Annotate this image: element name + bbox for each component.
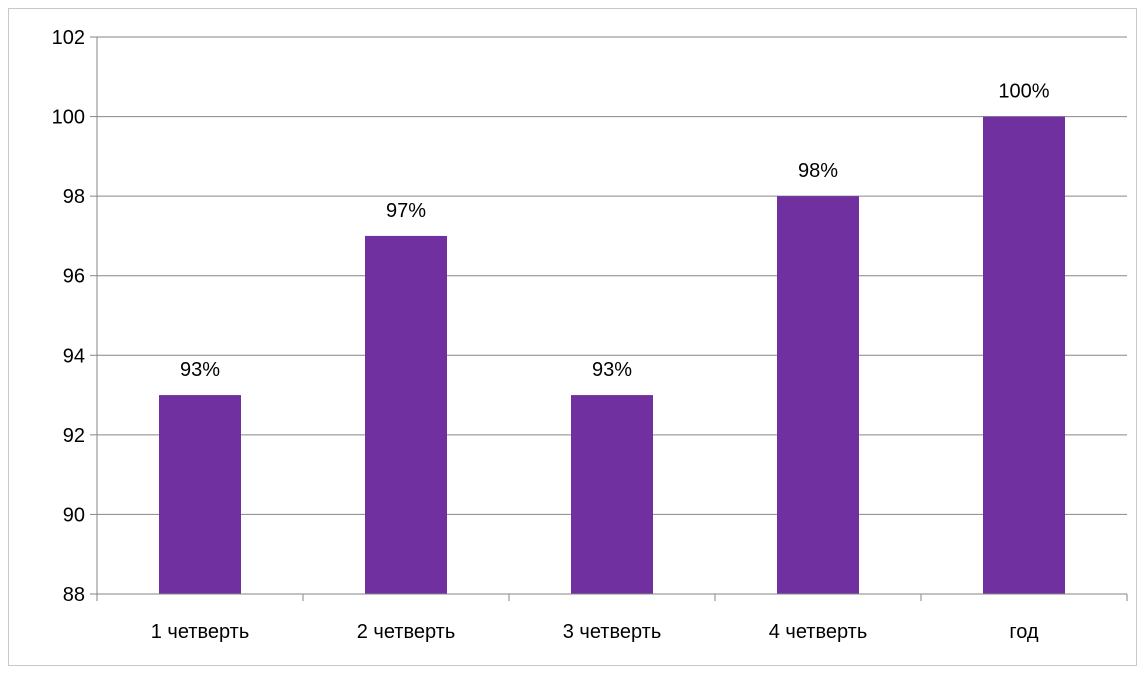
x-tick-label: 1 четверть [151, 621, 250, 643]
bar [571, 395, 653, 594]
data-label: 100% [998, 81, 1049, 103]
x-tick-label: 2 четверть [357, 621, 456, 643]
bar [777, 196, 859, 594]
y-tick-label: 98 [63, 186, 85, 208]
y-tick-label: 96 [63, 266, 85, 288]
bar [159, 395, 241, 594]
y-tick-label: 92 [63, 425, 85, 447]
y-tick-label: 102 [52, 27, 85, 49]
data-label: 97% [386, 200, 426, 222]
x-tick-labels: 1 четверть 2 четверть 3 четверть 4 четверть… [151, 621, 1039, 643]
bar [365, 235, 447, 594]
bar [983, 116, 1065, 595]
x-tick-label: 3 четверть [563, 621, 662, 643]
data-labels: 93% 97% 93% 98% 100% [180, 81, 1050, 382]
bars [159, 116, 1065, 595]
y-tick-labels: 88 90 92 94 96 98 100 102 [52, 27, 85, 606]
y-tick-label: 90 [63, 504, 85, 526]
data-label: 93% [592, 359, 632, 381]
data-label: 93% [180, 359, 220, 381]
gridlines [97, 36, 1127, 515]
data-label: 98% [798, 160, 838, 182]
x-tick-label: 4 четверть [769, 621, 868, 643]
x-tick-label: год [1009, 621, 1039, 643]
y-tick-label: 88 [63, 584, 85, 606]
axes [90, 36, 1128, 601]
y-tick-label: 100 [52, 107, 85, 129]
y-tick-label: 94 [63, 345, 85, 367]
